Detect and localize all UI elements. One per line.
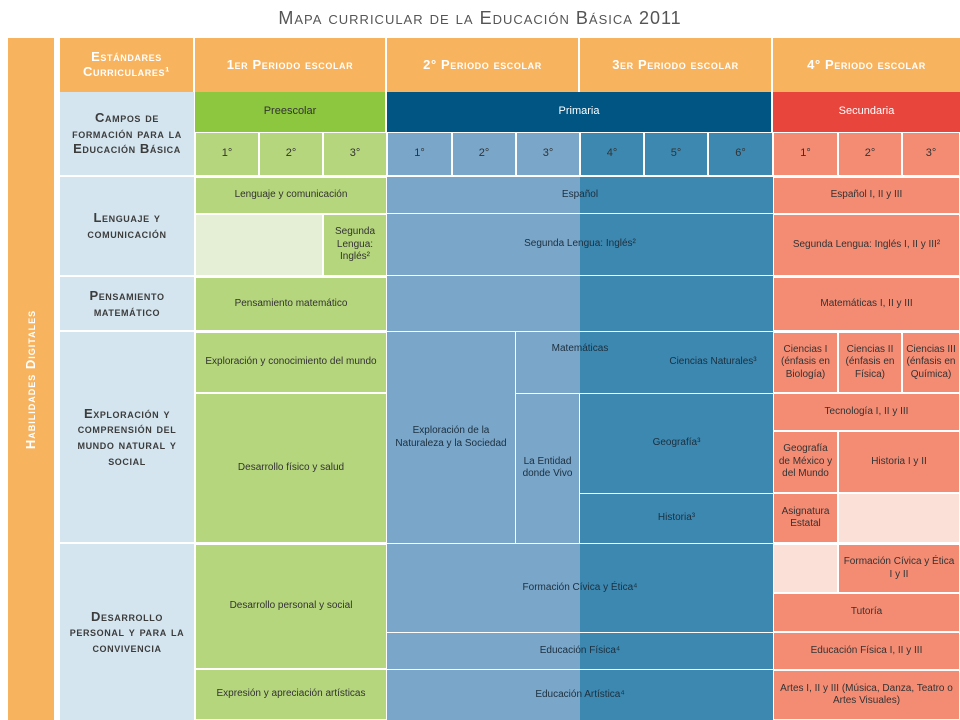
campo-lenguaje: Lenguaje y comunicación — [60, 177, 194, 276]
sec-asignatura-estatal: Asignatura Estatal — [773, 493, 838, 543]
pre-pensamiento: Pensamiento matemático — [195, 277, 387, 331]
level-secundaria: Secundaria — [773, 92, 960, 132]
sec-tecnologia: Tecnología I, II y III — [773, 393, 960, 431]
pre-exploracion: Exploración y conocimiento del mundo — [195, 332, 387, 393]
pri-segunda-lengua: Segunda Lengua: Inglés² — [387, 214, 773, 276]
sec-educacion-fisica: Educación Física I, II y III — [773, 632, 960, 670]
divider — [387, 632, 773, 633]
sec-formacion-civica: Formación Cívica y Ética I y II — [838, 544, 960, 593]
sec-historia: Historia I y II — [838, 431, 960, 493]
pri-matematicas: Matemáticas — [551, 342, 609, 354]
sec-segunda-lengua: Segunda Lengua: Inglés I, II y III² — [773, 214, 960, 276]
pre-expresion: Expresión y apreciación artísticas — [195, 669, 387, 720]
pre-lenguaje: Lenguaje y comunicación — [195, 177, 387, 214]
pri-espanol: Español — [387, 177, 773, 214]
grade-sec-2: 2° — [838, 132, 902, 176]
grade-pri-1: 1° — [387, 132, 452, 176]
pri-educacion-fisica: Educación Física⁴ — [539, 644, 621, 656]
divider — [580, 493, 773, 494]
side-label-text: Habilidades Digitales — [23, 309, 39, 449]
grade-pri-5: 5° — [644, 132, 708, 176]
pri-historia: Historia³ — [657, 512, 696, 524]
pri-formacion-civica: Formación Cívica y Ética⁴ — [522, 581, 638, 593]
campo-exploracion: Exploración y comprensión del mundo natu… — [60, 332, 194, 543]
pre-empty-light — [195, 214, 323, 276]
sec-ciencias-1: Ciencias I (énfasis en Biología) — [773, 332, 838, 393]
sec-tutoria: Tutoría — [773, 593, 960, 632]
grade-pri-4: 4° — [580, 132, 644, 176]
sec-empty-light-2 — [773, 544, 838, 593]
header-periodo-4: 4° Periodo escolar — [773, 38, 960, 92]
sec-empty-light — [838, 493, 960, 543]
side-label-habilidades: Habilidades Digitales — [8, 38, 54, 720]
grade-pri-3: 3° — [516, 132, 580, 176]
grade-pre-3: 3° — [323, 132, 387, 176]
divider — [387, 669, 773, 670]
sec-ciencias-3: Ciencias III (énfasis en Química) — [902, 332, 960, 393]
pre-segunda-lengua: Segunda Lengua: Inglés² — [323, 214, 387, 276]
grade-pre-2: 2° — [259, 132, 323, 176]
grade-pri-6: 6° — [708, 132, 773, 176]
campo-desarrollo: Desarrollo personal y para la convivenci… — [60, 544, 194, 720]
grade-sec-1: 1° — [773, 132, 838, 176]
grade-sec-3: 3° — [902, 132, 960, 176]
sec-ciencias-2: Ciencias II (énfasis en Física) — [838, 332, 902, 393]
pri-exploracion-naturaleza: Exploración de la Naturaleza y la Socied… — [387, 332, 516, 543]
campo-pensamiento: Pensamiento matemático — [60, 277, 194, 331]
level-primaria: Primaria — [387, 92, 772, 132]
header-periodo-1: 1er Periodo escolar — [195, 38, 386, 92]
pri-ciencias: Ciencias Naturales³ — [669, 356, 757, 368]
header-periodo-3: 3er Periodo escolar — [580, 38, 772, 92]
sec-artes: Artes I, II y III (Música, Danza, Teatro… — [773, 670, 960, 720]
divider — [516, 393, 773, 394]
pri-educacion-artistica: Educación Artística⁴ — [535, 688, 625, 700]
pri-geografia: Geografía³ — [652, 437, 701, 449]
grade-pre-1: 1° — [195, 132, 259, 176]
header-estandares: Estándares Curriculares¹ — [60, 38, 194, 92]
grade-pri-2: 2° — [452, 132, 516, 176]
divider — [387, 543, 773, 544]
pre-desarrollo-fisico: Desarrollo físico y salud — [195, 393, 387, 543]
campos-title: Campos de formación para la Educación Bá… — [60, 92, 194, 176]
pri-entidad: La Entidad donde Vivo — [516, 393, 580, 543]
sec-espanol: Español I, II y III — [773, 177, 960, 214]
sec-geografia: Geografía de México y del Mundo — [773, 431, 838, 493]
divider — [387, 331, 773, 332]
primaria-bg-right — [580, 177, 773, 720]
pre-desarrollo-personal: Desarrollo personal y social — [195, 544, 387, 669]
header-periodo-2: 2° Periodo escolar — [387, 38, 579, 92]
page-title: Mapa curricular de la Educación Básica 2… — [278, 8, 682, 28]
level-preescolar: Preescolar — [195, 92, 386, 132]
primaria-bg-left — [387, 177, 580, 720]
sec-matematicas: Matemáticas I, II y III — [773, 277, 960, 331]
